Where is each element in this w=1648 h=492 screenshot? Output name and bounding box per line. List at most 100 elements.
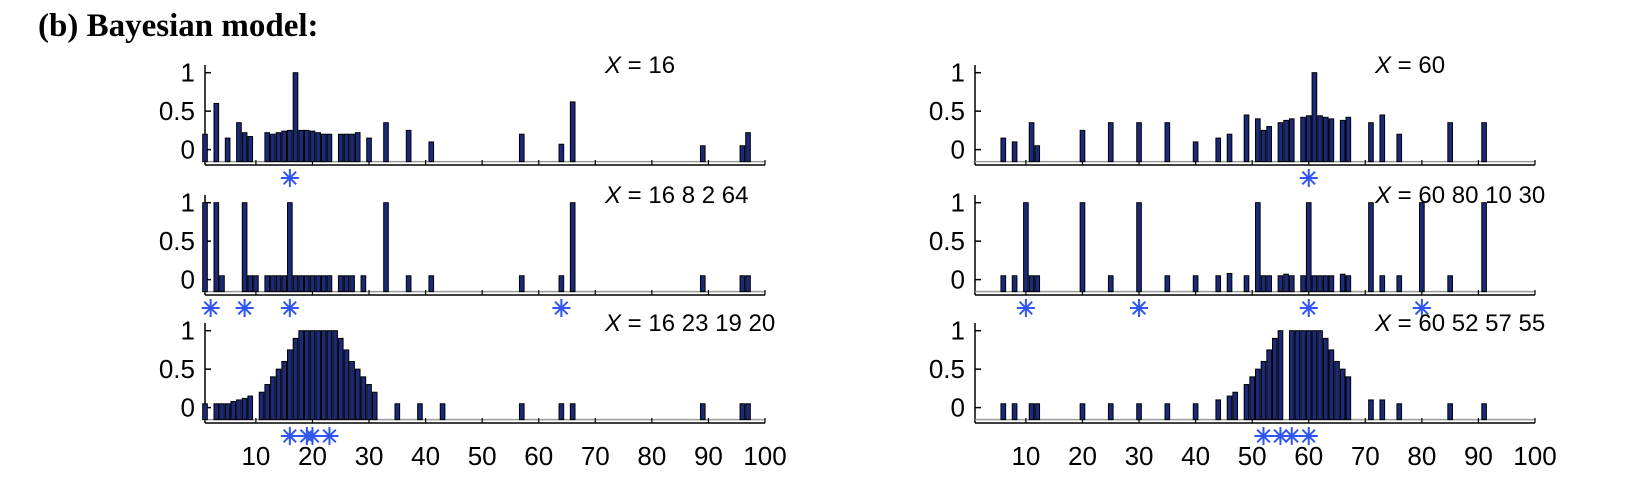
bar — [281, 360, 288, 421]
bar — [343, 275, 350, 293]
bar — [1028, 403, 1035, 421]
bar — [1255, 118, 1261, 163]
example-star — [1016, 299, 1035, 317]
bar — [1368, 202, 1374, 293]
bar — [383, 122, 389, 163]
panel-annotation: X = 16 23 19 20 — [604, 310, 775, 337]
bar — [241, 397, 248, 421]
bar — [1311, 72, 1318, 163]
bar — [309, 330, 316, 421]
y-tick-label: 0.5 — [929, 226, 965, 256]
bar — [745, 403, 751, 421]
bar — [1288, 330, 1295, 421]
bar — [1396, 403, 1403, 421]
bar — [1266, 349, 1272, 421]
bar — [739, 403, 746, 421]
bar — [349, 133, 355, 163]
example-star — [320, 427, 339, 445]
example-star — [280, 299, 299, 317]
bar — [1481, 403, 1487, 421]
bar — [1305, 202, 1312, 293]
bar — [1283, 273, 1289, 293]
bar — [1322, 116, 1329, 163]
x-tick-label: 20 — [1068, 441, 1097, 471]
bar — [292, 337, 299, 421]
bar — [1419, 202, 1425, 293]
bar — [1215, 275, 1222, 293]
panel-5: 1 0.5 0 X = 60 80 10 30 — [929, 182, 1545, 317]
bar — [236, 122, 242, 163]
figure-title: (b) Bayesian model: — [38, 8, 319, 44]
bar — [1339, 368, 1346, 421]
bar — [1226, 272, 1233, 293]
bar — [241, 202, 248, 293]
bar — [315, 132, 321, 163]
bar — [1255, 202, 1261, 293]
bar — [518, 133, 525, 163]
bar — [326, 330, 333, 421]
bar — [1322, 337, 1329, 421]
bar — [1288, 275, 1295, 293]
bar — [1079, 129, 1086, 163]
bar — [1260, 360, 1267, 421]
y-tick-label: 1 — [951, 58, 965, 88]
bar — [699, 145, 706, 163]
bar — [405, 129, 412, 163]
bar — [270, 376, 276, 421]
bar — [320, 133, 327, 163]
bar — [1255, 368, 1261, 421]
bar — [518, 403, 525, 421]
bar — [1079, 403, 1086, 421]
bar — [326, 133, 333, 163]
bar — [1368, 122, 1374, 163]
bar — [343, 133, 350, 163]
bar — [1311, 275, 1318, 293]
bar — [745, 275, 751, 293]
x-tick-label: 50 — [468, 441, 497, 471]
bar — [1447, 403, 1453, 421]
bar — [247, 395, 254, 421]
bar — [558, 403, 565, 421]
bar — [202, 133, 208, 163]
panel-4: 1 0.5 0 X = 60 — [929, 52, 1536, 187]
panel-annotation: X = 16 — [604, 52, 675, 79]
bar — [275, 275, 282, 293]
bar — [1396, 133, 1403, 163]
bar — [1164, 275, 1171, 293]
y-tick-label: 1 — [951, 188, 965, 218]
bar — [1334, 360, 1340, 421]
bar — [213, 403, 220, 421]
bar — [1311, 330, 1318, 421]
bar — [1396, 275, 1403, 293]
bar — [309, 275, 316, 293]
bar — [337, 337, 344, 421]
bar — [354, 368, 361, 421]
bar — [292, 275, 299, 293]
bar — [247, 136, 254, 163]
bar — [253, 275, 259, 293]
bar — [241, 132, 248, 163]
panel-annotation: X = 16 8 2 64 — [604, 182, 748, 209]
bar — [332, 330, 338, 421]
bar — [213, 202, 220, 293]
bar — [1339, 119, 1346, 163]
bar — [1294, 330, 1301, 421]
x-tick-label: 70 — [1351, 441, 1380, 471]
y-tick-label: 1 — [951, 316, 965, 346]
bar — [1300, 330, 1306, 421]
bar — [1000, 275, 1007, 293]
y-tick-label: 0 — [181, 393, 195, 423]
bar — [366, 384, 372, 421]
bar — [1215, 399, 1222, 421]
bar — [287, 202, 293, 293]
bar — [394, 403, 401, 421]
x-tick-label: 70 — [581, 441, 610, 471]
bar — [1107, 122, 1114, 163]
bar — [1277, 330, 1284, 421]
bar — [264, 275, 271, 293]
bar — [247, 275, 254, 293]
bar — [1379, 114, 1386, 163]
bar — [1368, 399, 1374, 421]
panel-1: 1 0.5 0 X = 16 — [159, 52, 766, 187]
bar — [1136, 122, 1142, 163]
